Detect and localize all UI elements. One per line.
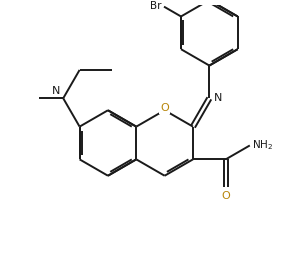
Text: N: N xyxy=(52,86,60,96)
Text: O: O xyxy=(221,191,230,201)
Text: NH$_2$: NH$_2$ xyxy=(252,138,274,152)
Text: N: N xyxy=(214,93,222,103)
Text: Br: Br xyxy=(150,1,161,11)
Text: O: O xyxy=(160,103,169,113)
